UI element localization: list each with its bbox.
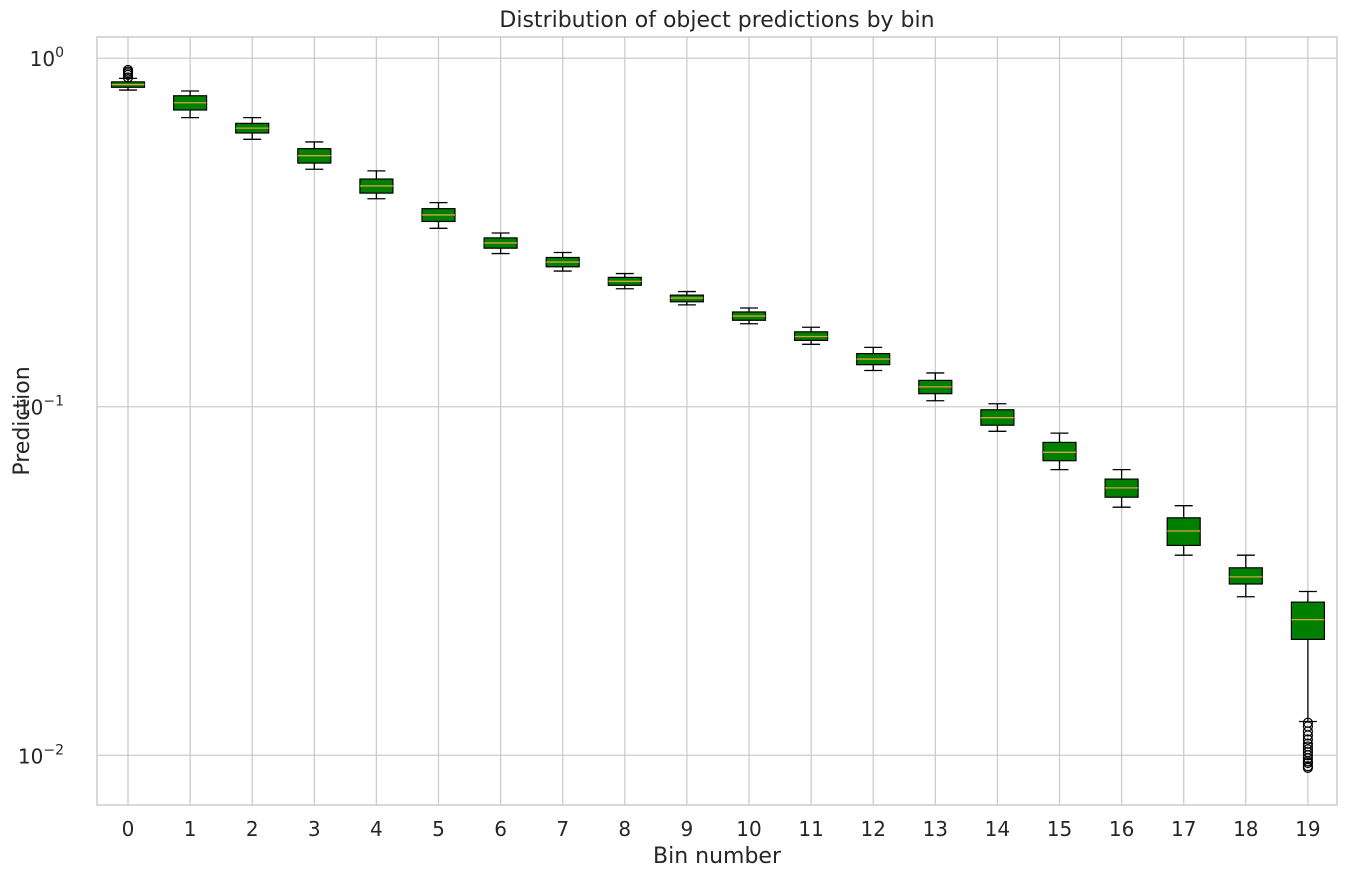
- outlier-point: [122, 64, 134, 76]
- outlier-point: [1302, 762, 1314, 773]
- x-tick-label: 6: [494, 817, 507, 841]
- box-bin-9: [669, 290, 705, 306]
- box-bin-8: [607, 272, 642, 290]
- x-tick-label: 1: [184, 817, 197, 841]
- box-bin-14: [980, 403, 1015, 432]
- box-bin-4: [359, 170, 394, 200]
- plot-frame: [96, 36, 1338, 806]
- box-bin-19: [1290, 590, 1326, 773]
- box-bin-15: [1042, 432, 1077, 471]
- y-tick-label: 10−2: [18, 742, 64, 768]
- outlier-point: [1302, 750, 1314, 761]
- x-tick-label: 19: [1295, 817, 1320, 841]
- x-tick-label: 18: [1233, 817, 1258, 841]
- box-bin-3: [297, 141, 332, 170]
- box-iqr: [1228, 567, 1263, 585]
- x-axis-label: Bin number: [653, 844, 782, 869]
- box-bin-12: [856, 346, 891, 372]
- x-tick-label: 11: [798, 817, 823, 841]
- box-bin-11: [793, 326, 829, 345]
- y-tick-label: 100: [30, 45, 64, 71]
- x-tick-label: 4: [370, 817, 383, 841]
- outlier-point: [1302, 734, 1314, 745]
- x-tick-label: 0: [122, 817, 135, 841]
- x-tick-label: 16: [1109, 817, 1134, 841]
- chart-title: Distribution of object predictions by bi…: [499, 8, 934, 33]
- x-tick-label: 3: [308, 817, 321, 841]
- box-series: [110, 64, 1326, 773]
- box-iqr: [1042, 441, 1077, 462]
- outlier-point: [1302, 757, 1314, 769]
- x-tick-label: 9: [681, 817, 694, 841]
- x-tick-labels: 0 1 2 3 4 5 6 7 8 9 10 11 12 13 14 15 16 17 18 19: [122, 817, 1321, 841]
- box-bin-13: [918, 372, 953, 402]
- x-tick-label: 15: [1047, 817, 1072, 841]
- x-tick-label: 7: [556, 817, 569, 841]
- box-bin-7: [545, 251, 580, 272]
- x-tick-label: 8: [618, 817, 631, 841]
- box-bin-5: [421, 201, 456, 229]
- x-tick-label: 13: [923, 817, 948, 841]
- box-bin-6: [483, 232, 518, 255]
- x-tick-label: 12: [860, 817, 885, 841]
- box-iqr: [1290, 601, 1326, 640]
- x-tick-label: 5: [432, 817, 445, 841]
- box-bin-10: [731, 307, 767, 325]
- box-bin-0: [110, 64, 146, 91]
- outlier-point: [1302, 730, 1314, 741]
- grid-lines: [97, 37, 1337, 805]
- outlier-point: [122, 72, 134, 83]
- box-bin-17: [1166, 505, 1201, 556]
- box-bin-1: [173, 90, 208, 119]
- box-bin-2: [235, 117, 270, 140]
- x-tick-label: 2: [246, 817, 259, 841]
- x-tick-label: 14: [985, 817, 1010, 841]
- box-bin-18: [1228, 554, 1263, 598]
- outlier-point: [1302, 726, 1314, 737]
- x-tick-label: 10: [736, 817, 761, 841]
- x-tick-label: 17: [1171, 817, 1196, 841]
- box-bin-16: [1104, 468, 1139, 508]
- y-axis-label: Prediction: [10, 366, 35, 475]
